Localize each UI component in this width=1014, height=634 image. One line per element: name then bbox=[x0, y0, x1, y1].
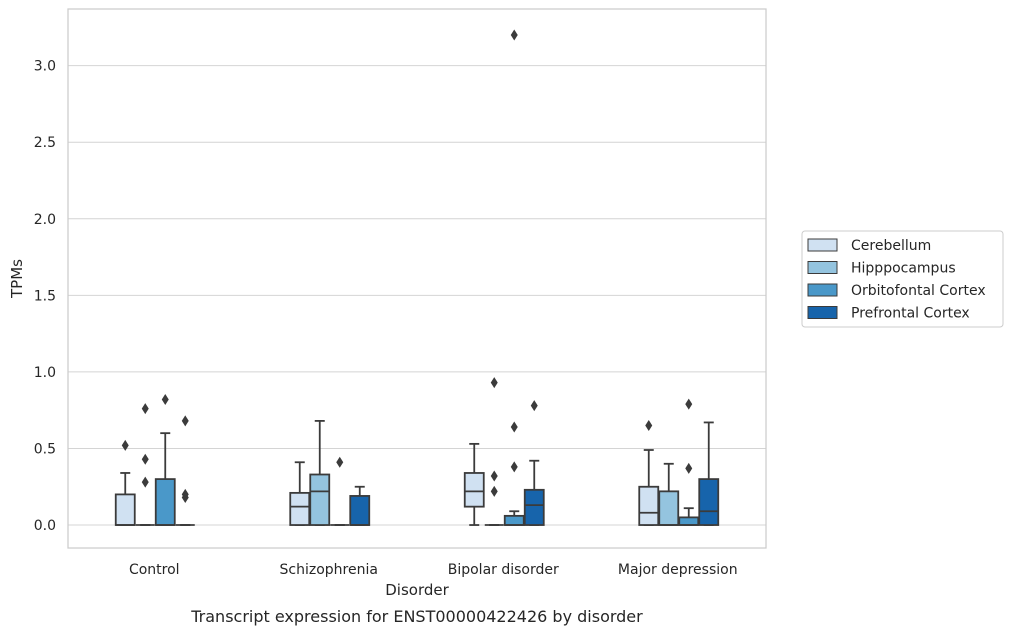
box-plot-item bbox=[114, 439, 136, 526]
outlier-point bbox=[181, 488, 189, 500]
outlier-point bbox=[336, 456, 344, 468]
series-group bbox=[175, 400, 720, 526]
box-iqr bbox=[309, 473, 331, 526]
legend-label: Orbitofontal Cortex bbox=[851, 283, 986, 299]
outlier-point bbox=[141, 476, 149, 488]
outlier-point bbox=[645, 420, 653, 431]
y-tick-label: 1.0 bbox=[34, 365, 56, 381]
box-plot-item bbox=[658, 462, 680, 526]
box-plot-item bbox=[503, 29, 525, 526]
x-axis-label: Disorder bbox=[385, 581, 449, 599]
outlier-point bbox=[141, 453, 149, 465]
box-iqr bbox=[638, 485, 660, 526]
outlier-point bbox=[510, 421, 518, 433]
y-tick-label: 2.0 bbox=[34, 212, 56, 228]
box-iqr bbox=[289, 491, 311, 526]
legend-frame bbox=[801, 230, 1004, 328]
legend-label: Cerebellum bbox=[851, 238, 931, 254]
legend: Cerebellum Hipppocampus Orbitofontal Corte… bbox=[801, 230, 1004, 328]
box-iqr bbox=[658, 490, 680, 526]
outlier-point bbox=[490, 485, 498, 497]
outlier-point bbox=[161, 393, 169, 405]
x-tick-label: Major depression bbox=[618, 562, 738, 578]
box-iqr bbox=[349, 495, 371, 526]
grid-lines bbox=[68, 65, 766, 526]
box-iqr bbox=[678, 516, 700, 526]
y-tick-label: 2.5 bbox=[34, 135, 56, 151]
outlier-point bbox=[141, 403, 149, 415]
legend-swatch bbox=[807, 238, 838, 252]
outlier-point bbox=[181, 415, 189, 427]
box-plot-item bbox=[484, 377, 504, 526]
outlier-point bbox=[490, 470, 498, 482]
outlier-point bbox=[510, 29, 518, 41]
x-tick-label: Bipolar disorder bbox=[448, 562, 559, 578]
series-group bbox=[154, 29, 700, 526]
box-plot-item bbox=[135, 403, 155, 526]
x-tick-label: Schizophrenia bbox=[280, 562, 378, 578]
box-plot-item bbox=[463, 442, 485, 526]
y-tick-label: 3.0 bbox=[34, 59, 56, 75]
box-plot-item bbox=[309, 420, 331, 526]
x-axis-ticks: Control Schizophrenia Bipolar disorder Majo… bbox=[129, 562, 738, 578]
y-axis-label: TPMs bbox=[8, 259, 26, 299]
box-plot-item bbox=[289, 461, 311, 526]
legend-swatch bbox=[807, 283, 838, 297]
box-iqr bbox=[503, 514, 525, 526]
legend-swatch bbox=[807, 306, 838, 319]
y-tick-label: 0.0 bbox=[34, 518, 56, 534]
box-plot-item bbox=[349, 485, 371, 526]
box-plot-area bbox=[114, 29, 720, 526]
box-plot-item bbox=[175, 415, 195, 526]
series-group bbox=[114, 420, 660, 526]
box-iqr bbox=[698, 478, 720, 526]
outlier-point bbox=[685, 462, 693, 474]
outlier-point bbox=[510, 461, 518, 473]
box-iqr bbox=[154, 478, 176, 526]
box-plot-item bbox=[678, 398, 700, 526]
box-iqr bbox=[463, 472, 485, 508]
legend-swatch bbox=[807, 261, 838, 274]
y-tick-label: 0.5 bbox=[34, 441, 56, 457]
box-plot-item bbox=[330, 456, 350, 526]
box-iqr bbox=[114, 493, 136, 526]
box-iqr bbox=[523, 488, 545, 526]
outlier-point bbox=[121, 439, 129, 451]
figure-caption: Transcript expression for ENST0000042242… bbox=[190, 607, 643, 626]
y-tick-label: 1.5 bbox=[34, 288, 56, 304]
x-tick-label: Control bbox=[129, 562, 180, 578]
plot-frame bbox=[67, 8, 767, 549]
box-plot-item bbox=[523, 400, 545, 526]
legend-label: Hipppocampus bbox=[851, 261, 956, 277]
series-group bbox=[135, 377, 680, 526]
box-plot-item bbox=[638, 420, 660, 526]
y-axis-ticks: 0.0 0.5 1.0 1.5 2.0 2.5 3.0 bbox=[34, 59, 56, 534]
legend-label: Prefrontal Cortex bbox=[851, 306, 970, 322]
outlier-point bbox=[530, 400, 538, 412]
outlier-point bbox=[490, 377, 498, 389]
box-plot-item bbox=[154, 393, 176, 526]
outlier-point bbox=[685, 398, 693, 410]
box-plot-item bbox=[698, 421, 720, 526]
